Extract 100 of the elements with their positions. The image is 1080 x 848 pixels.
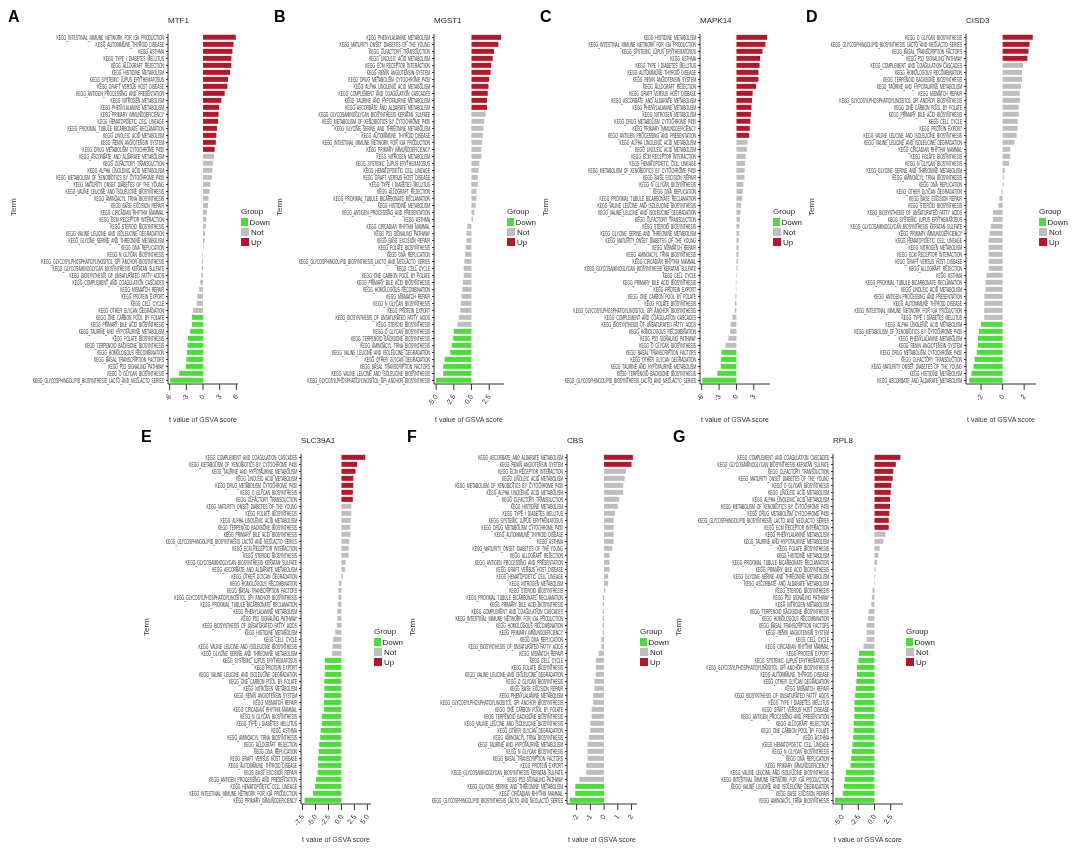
- bar: [736, 195, 743, 201]
- bar: [736, 237, 739, 243]
- bar: [736, 48, 763, 54]
- bar: [587, 741, 605, 747]
- bar: [203, 146, 215, 152]
- y-axis-title: Term: [408, 618, 417, 636]
- legend-label: Down: [249, 217, 270, 227]
- bar: [323, 699, 342, 705]
- legend-label: Up: [251, 237, 262, 247]
- bar: [579, 776, 605, 782]
- bar: [471, 181, 478, 187]
- bar: [203, 181, 211, 187]
- bar: [728, 335, 737, 341]
- bar: [591, 713, 605, 719]
- bar: [203, 153, 215, 159]
- text: B: [274, 8, 286, 25]
- bar: [736, 55, 761, 61]
- bar: [736, 244, 739, 250]
- bar: [736, 118, 751, 124]
- bar: [858, 650, 875, 656]
- bar: [720, 356, 737, 362]
- bar: [321, 720, 342, 726]
- bar: [304, 797, 342, 803]
- bar: [604, 517, 614, 523]
- bar: [736, 230, 740, 236]
- bar: [989, 230, 1003, 236]
- bar: [988, 265, 1003, 271]
- legend-label: Down: [648, 637, 669, 647]
- bar: [444, 356, 472, 362]
- bar: [604, 573, 609, 579]
- bar: [598, 650, 605, 656]
- bar: [453, 328, 472, 334]
- bar: [594, 678, 605, 684]
- bar: [312, 790, 342, 796]
- bar: [971, 370, 1003, 376]
- bar: [969, 377, 1003, 383]
- bar: [732, 314, 737, 320]
- bar: [203, 202, 208, 208]
- bar: [324, 692, 342, 698]
- legend-label: Up: [1049, 237, 1060, 247]
- bar: [471, 153, 482, 159]
- legend-label: Not: [650, 647, 663, 657]
- bar: [973, 363, 1003, 369]
- bar: [471, 76, 490, 82]
- bar: [324, 657, 342, 663]
- bar: [736, 139, 748, 145]
- bar: [736, 188, 743, 194]
- bar: [842, 790, 875, 796]
- chart-title: RPL8: [833, 436, 854, 446]
- bar: [868, 615, 875, 621]
- bar: [874, 552, 879, 558]
- bar: [471, 48, 495, 54]
- bar: [443, 370, 472, 376]
- legend-label: Down: [914, 637, 935, 647]
- bar: [586, 762, 605, 768]
- bar: [853, 734, 875, 740]
- text: E: [141, 428, 152, 445]
- bar: [974, 356, 1003, 362]
- bar: [341, 524, 351, 530]
- bar: [593, 699, 605, 705]
- bar: [462, 286, 472, 292]
- bar: [321, 713, 342, 719]
- bar: [575, 790, 605, 796]
- bar: [976, 349, 1003, 355]
- bar: [203, 41, 234, 47]
- bar: [203, 104, 220, 110]
- bar: [575, 783, 605, 789]
- bar: [341, 566, 346, 572]
- bar: [341, 461, 357, 467]
- bar: [203, 83, 228, 89]
- bar: [874, 545, 880, 551]
- bar: [1002, 118, 1018, 124]
- bar: [186, 356, 203, 362]
- bar: [736, 146, 747, 152]
- legend-label: Down: [382, 637, 403, 647]
- bar: [443, 363, 472, 369]
- bar: [866, 629, 875, 635]
- bar: [736, 97, 753, 103]
- legend-title: Group: [640, 626, 664, 636]
- bar: [604, 524, 614, 530]
- bar: [471, 202, 476, 208]
- bar: [471, 132, 483, 138]
- bar: [874, 454, 901, 460]
- bar: [736, 111, 751, 117]
- bar: [856, 678, 875, 684]
- bar: [736, 153, 746, 159]
- legend-label: Up: [384, 657, 395, 667]
- bar: [341, 503, 352, 509]
- bar: [736, 132, 750, 138]
- bar: [604, 489, 624, 495]
- bar: [604, 566, 610, 572]
- bar: [736, 125, 750, 131]
- bar: [604, 468, 627, 474]
- bar: [593, 692, 605, 698]
- bar: [985, 279, 1003, 285]
- bar: [992, 216, 1003, 222]
- bar: [465, 251, 472, 257]
- legend-label: Not: [916, 647, 929, 657]
- bar: [341, 510, 352, 516]
- bar: [999, 195, 1003, 201]
